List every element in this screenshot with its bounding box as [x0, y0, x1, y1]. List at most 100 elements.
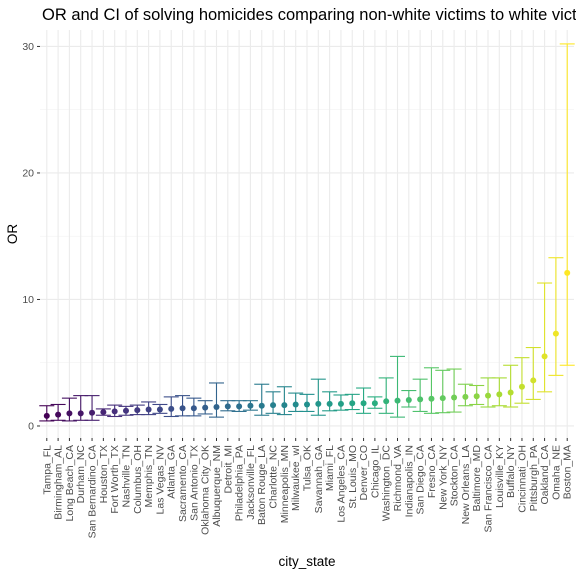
- data-point: [66, 410, 73, 417]
- data-point: [349, 400, 356, 407]
- data-point: [541, 353, 548, 360]
- data-point: [55, 411, 62, 418]
- y-tick-label: 20: [22, 168, 34, 180]
- data-point: [156, 406, 163, 413]
- data-point: [304, 401, 310, 408]
- data-point: [564, 269, 571, 276]
- data-points: [43, 269, 571, 419]
- x-tick-label: Boston_MA: [562, 445, 574, 499]
- data-point: [202, 404, 209, 411]
- data-point: [451, 394, 458, 401]
- data-point: [247, 402, 254, 409]
- data-point: [224, 403, 231, 410]
- x-tick-label: Jacksonville_FL: [245, 445, 257, 520]
- data-point: [213, 404, 220, 411]
- error-bar: [537, 282, 553, 393]
- error-bar: [525, 346, 541, 400]
- data-point: [485, 392, 492, 399]
- x-tick-label: San Antonio_TX: [188, 445, 200, 521]
- x-tick-label: Denver_CO: [358, 445, 370, 500]
- x-tick-label: Richmond_VA: [392, 445, 404, 511]
- x-tick-label: Milwaukee_wI: [290, 445, 302, 511]
- x-tick-label: New York_NY: [437, 445, 449, 510]
- x-tick-label: Savannah_GA: [313, 445, 325, 513]
- data-point: [394, 397, 401, 404]
- x-tick-label: Pittsburgh_PA: [528, 445, 540, 511]
- data-point: [122, 407, 129, 414]
- x-tick-label: Oklahoma City_OK: [200, 445, 212, 535]
- x-tick-label: Oakland_CA: [539, 445, 551, 505]
- error-bar: [254, 383, 270, 416]
- data-point: [518, 383, 525, 390]
- x-axis-title: city_state: [278, 554, 335, 569]
- error-bar: [310, 378, 326, 416]
- x-tick-label: Stockton_CA: [449, 445, 461, 506]
- data-point: [315, 400, 322, 407]
- y-tick-label: 30: [22, 41, 34, 53]
- data-point: [417, 396, 424, 403]
- x-tick-label: Minneapolis_MN: [279, 445, 291, 523]
- x-tick-label: Sacramento_CA: [177, 445, 189, 522]
- x-tick-label: Atlanta_GA: [166, 445, 178, 499]
- error-bar: [548, 257, 564, 376]
- data-point: [337, 400, 344, 407]
- error-bar: [412, 378, 428, 412]
- x-tick-label: New Orleans_LA: [460, 445, 472, 524]
- data-point: [360, 400, 367, 407]
- x-tick-label: Columbus_OH: [132, 445, 144, 514]
- data-point: [145, 406, 152, 413]
- x-tick-label: Washington_DC: [381, 445, 393, 521]
- chart-title: OR and CI of solving homicides comparing…: [42, 6, 576, 24]
- error-bar: [84, 395, 100, 421]
- data-point: [134, 407, 141, 414]
- x-tick-label: Nashville_TN: [120, 445, 132, 507]
- data-point: [507, 389, 514, 396]
- x-tick-label: Louisville_KY: [494, 445, 506, 508]
- x-tick-label: San Diego_CA: [415, 445, 427, 514]
- error-bar: [446, 368, 462, 413]
- data-point: [371, 400, 378, 407]
- x-tick-label: Houston_TX: [98, 445, 110, 503]
- data-point: [43, 412, 50, 419]
- y-tick-label: 10: [22, 294, 34, 306]
- data-point: [292, 401, 299, 408]
- data-point: [462, 393, 469, 400]
- data-point: [383, 398, 390, 405]
- x-tick-label: Long Beach_CA: [64, 445, 76, 521]
- error-bar: [423, 367, 439, 414]
- data-point: [236, 403, 243, 410]
- data-point: [270, 402, 277, 409]
- data-point: [179, 405, 186, 412]
- x-tick-label: Indianapolis_IN: [403, 445, 415, 517]
- x-tick-label: Miami_FL: [324, 445, 336, 491]
- data-point: [281, 402, 288, 409]
- x-tick-label: Tulsa_OK: [302, 445, 314, 491]
- data-point: [190, 405, 197, 412]
- data-point: [530, 377, 537, 384]
- x-tick-label: Detroit_MI: [222, 445, 234, 493]
- error-bar: [390, 355, 406, 418]
- x-tick-label: Memphis_TN: [143, 445, 155, 507]
- x-tick-label: Philadelphia_PA: [234, 445, 246, 521]
- x-tick-label: Fort Worth_TX: [109, 445, 121, 514]
- x-tick-label: Albuquerque_NM: [211, 445, 223, 527]
- data-point: [89, 409, 96, 416]
- x-tick-label: Baltimore_MD: [471, 445, 483, 512]
- x-tick-label: Cincinnati_OH: [516, 445, 528, 513]
- error-bar: [208, 382, 224, 418]
- error-bar: [514, 357, 530, 404]
- y-axis-title: OR: [5, 224, 20, 245]
- x-tick-label: San Francisco_CA: [483, 445, 495, 533]
- data-point: [473, 393, 480, 400]
- data-point: [439, 395, 446, 402]
- x-tick-label: Omaha_NE: [550, 445, 562, 500]
- error-bar: [378, 377, 394, 414]
- data-point: [428, 395, 435, 402]
- error-bar: [435, 369, 451, 414]
- x-tick-label: Buffalo_NY: [505, 445, 517, 498]
- data-point: [405, 397, 412, 404]
- data-point: [77, 410, 84, 417]
- data-point: [111, 408, 118, 415]
- x-tick-label: St. Louis_MO: [347, 445, 359, 509]
